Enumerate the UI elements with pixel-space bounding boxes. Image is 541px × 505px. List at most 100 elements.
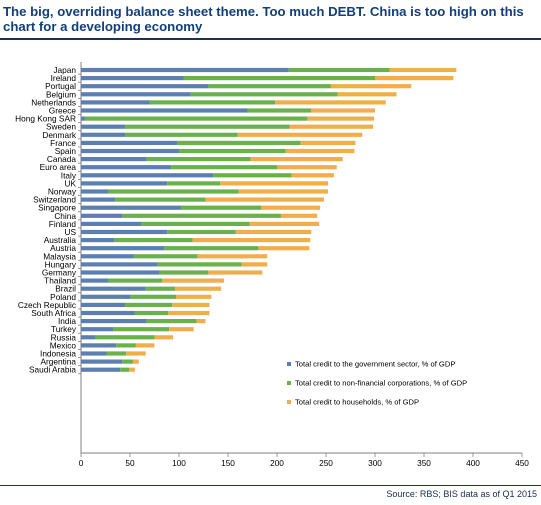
category-label-china: China [54,211,76,221]
bar-saudi-arabia-series-3 [129,367,135,372]
bar-euro-area-series-1 [81,165,172,170]
bar-denmark-series-3 [237,132,363,137]
category-label-argentina: Argentina [40,357,76,367]
bar-czech-republic-series-2 [125,302,173,307]
bar-uk-series-3 [220,181,328,186]
bar-denmark-series-2 [125,132,238,137]
bar-switzerland-series-1 [81,197,116,202]
bar-malaysia-series-1 [81,254,134,259]
legend-swatch-2 [287,381,291,385]
bar-singapore-series-3 [261,205,321,210]
category-label-poland: Poland [50,292,76,302]
bar-china-series-1 [81,213,123,218]
x-tick-label-0: 0 [79,458,84,468]
header-rule [0,38,541,40]
category-label-italy: Italy [61,170,77,180]
bar-ireland-series-2 [183,76,375,81]
category-label-germany: Germany [42,268,77,278]
category-label-us: US [64,227,76,237]
bar-singapore-series-1 [81,205,181,210]
category-label-switzerland: Switzerland [33,195,76,205]
bar-south-africa-series-2 [134,310,169,316]
category-label-japan: Japan [53,65,76,75]
bar-south-africa-series-1 [81,310,135,316]
category-label-czech-republic: Czech Republic [18,300,76,310]
category-label-singapore: Singapore [38,203,76,213]
legend-label-2: Total credit to non-financial corporatio… [295,379,467,388]
category-label-australia: Australia [44,235,77,245]
bar-china-series-2 [122,213,281,218]
category-label-finland: Finland [49,219,77,229]
category-label-belgium: Belgium [46,89,76,99]
bar-hong-kong-sar-series-1 [81,116,85,121]
bar-sweden-series-1 [81,124,126,129]
x-tick-label-450: 450 [515,458,529,468]
bar-indonesia-series-2 [106,351,127,356]
bar-germany-series-1 [81,270,160,275]
bar-saudi-arabia-series-2 [120,367,130,372]
bar-russia-series-3 [154,335,174,340]
bar-china-series-3 [280,213,318,218]
bar-belgium-series-3 [337,92,397,97]
category-label-netherlands: Netherlands [31,97,76,107]
bar-germany-series-3 [208,270,263,275]
bar-france-series-2 [177,140,301,145]
category-label-turkey: Turkey [51,324,77,334]
bar-mexico-series-1 [81,343,117,348]
bar-uk-series-1 [81,181,168,186]
bar-brazil-series-1 [81,286,146,291]
legend-swatch-1 [287,362,291,366]
bar-thailand-series-2 [108,278,163,283]
bar-norway-series-1 [81,189,109,194]
x-tick-label-400: 400 [466,458,480,468]
bar-sweden-series-3 [289,124,374,129]
bar-brazil-series-2 [145,286,176,291]
bar-france-series-3 [300,140,356,145]
category-label-france: France [50,138,76,148]
category-label-norway: Norway [48,187,77,197]
bar-thailand-series-3 [162,278,225,283]
category-label-denmark: Denmark [42,130,77,140]
x-tick-label-50: 50 [125,458,135,468]
bar-italy-series-1 [81,173,214,178]
bar-india-series-3 [196,319,206,324]
category-label-hungary: Hungary [45,259,77,269]
bar-norway-series-2 [108,189,239,194]
category-label-hong-kong-sar: Hong Kong SAR [15,114,76,124]
bar-argentina-series-2 [122,359,133,364]
legend-label-3: Total credit to households, % of GDP [295,398,419,407]
bar-czech-republic-series-1 [81,302,126,307]
bar-sweden-series-2 [125,124,290,129]
legend-label-1: Total credit to the government sector, %… [295,360,455,369]
bar-argentina-series-3 [132,359,139,364]
category-label-mexico: Mexico [50,340,77,350]
category-label-ireland: Ireland [51,73,77,83]
bar-germany-series-2 [159,270,209,275]
bar-italy-series-3 [291,173,334,178]
bar-austria-series-1 [81,246,165,251]
x-tick-label-250: 250 [319,458,333,468]
x-tick-label-350: 350 [417,458,431,468]
bar-netherlands-series-3 [275,100,386,105]
bar-finland-series-2 [141,221,250,226]
x-tick-label-150: 150 [221,458,235,468]
category-label-portugal: Portugal [45,81,76,91]
bar-south-africa-series-3 [168,310,210,316]
bar-netherlands-series-2 [149,100,276,105]
bar-greece-series-3 [311,108,375,113]
x-tick-label-200: 200 [270,458,284,468]
bar-poland-series-2 [130,294,177,299]
bar-czech-republic-series-3 [172,302,210,307]
legend-swatch-3 [287,400,291,404]
x-tick-label-300: 300 [368,458,382,468]
bar-portugal-series-1 [81,84,209,89]
bar-euro-area-series-3 [277,165,337,170]
category-label-austria: Austria [50,243,76,253]
bar-finland-series-3 [249,221,320,226]
bar-hong-kong-sar-series-2 [84,116,308,121]
bar-belgium-series-2 [190,92,338,97]
bar-mexico-series-3 [135,343,155,348]
bar-netherlands-series-1 [81,100,150,105]
bar-spain-series-3 [285,148,355,154]
category-label-russia: Russia [51,332,77,342]
